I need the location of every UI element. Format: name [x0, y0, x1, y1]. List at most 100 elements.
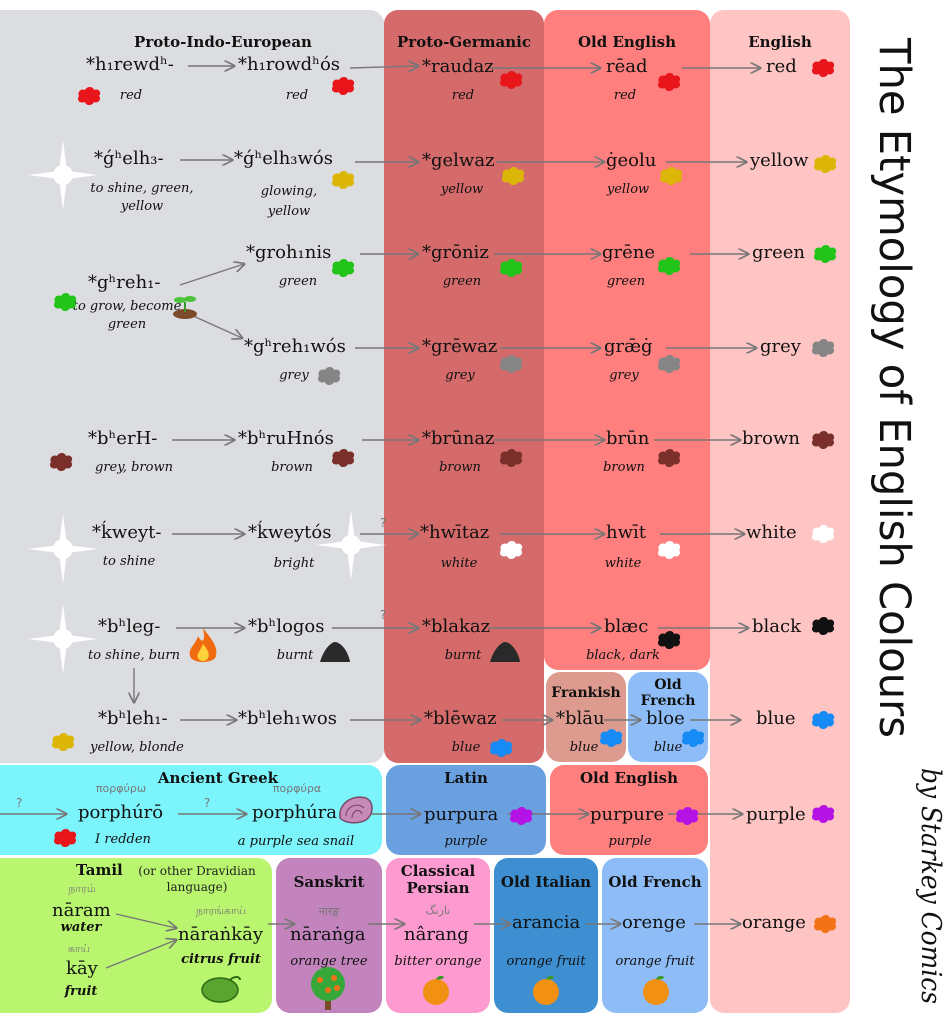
purple-latin-meaning: purple — [444, 834, 488, 849]
orange-tamil-script-1: நாரம் — [68, 882, 96, 895]
yellow-oe-meaning: yellow — [606, 182, 650, 197]
orange-italian-word: arancia — [512, 912, 581, 933]
grey-en-word: grey — [760, 336, 801, 357]
header-italian: Old Italian — [500, 873, 592, 891]
brown-oe-meaning: brown — [603, 460, 645, 475]
red-pg-word: *raudaz — [422, 56, 494, 77]
red-pie-root-meaning: red — [119, 88, 143, 103]
blue-splat-icon — [681, 729, 705, 747]
green-splat-icon — [499, 259, 523, 277]
orange-tamil-script-3: நாரங்காய் — [195, 904, 247, 917]
orange-persian-script: نارنگ — [425, 904, 451, 917]
grey-pg-meaning: grey — [445, 368, 475, 383]
grey-oe-meaning: grey — [609, 368, 639, 383]
blue-splat-icon — [811, 711, 835, 729]
header-tamil-note: (or other Dravidian language) — [138, 864, 256, 894]
white-splat-icon — [499, 541, 523, 559]
white-oe-word: hwīt — [606, 522, 646, 543]
yellow-splat-icon — [813, 155, 837, 173]
brown-splat-icon — [657, 449, 681, 467]
green-pie-word-meaning: green — [278, 274, 318, 289]
grey-oe-word: grǣġ — [604, 336, 653, 357]
orange-tamil-word-2: kāy — [66, 958, 98, 979]
blue-pg-meaning: blue — [451, 740, 481, 755]
white-oe-meaning: white — [604, 556, 642, 571]
red-pg-meaning: red — [451, 88, 475, 103]
green-pg-word: *grōniz — [422, 242, 489, 263]
black-pie-root: *bʰleg- — [98, 616, 161, 637]
purple-greek-word-1: porphúrō — [78, 802, 164, 823]
grey-splat-icon — [657, 355, 681, 373]
yellow-splat-icon — [501, 167, 525, 185]
grey-pie-word: *gʰreh₁wós — [244, 336, 346, 357]
white-splat-icon — [811, 525, 835, 543]
purple-splat-icon — [675, 807, 699, 825]
header-old-french: Old French — [608, 873, 702, 891]
orange-oldfr-word: orenge — [622, 912, 686, 933]
black-splat-icon — [657, 631, 681, 649]
yellow-oe-word: ġeolu — [606, 150, 657, 171]
red-pie-word-meaning: red — [285, 88, 309, 103]
orange-persian-word: nârang — [404, 924, 469, 945]
purple-greek-word-2-meaning: a purple sea snail — [237, 834, 355, 849]
brown-pie-root-meaning: grey, brown — [95, 460, 173, 475]
black-oe-word: blæc — [604, 616, 649, 637]
yellow-pg-meaning: yellow — [440, 182, 484, 197]
header-latin: Latin — [444, 769, 488, 787]
blue-pie-root: *bʰleh₁- — [98, 708, 168, 729]
brown-pie-word-meaning: brown — [271, 460, 313, 475]
green-oe-meaning: green — [606, 274, 646, 289]
green-splat-icon — [331, 259, 355, 277]
orange-en-word: orange — [742, 912, 806, 933]
header-old-french-blue: Old French — [640, 677, 696, 709]
blue-en-word: blue — [756, 708, 796, 729]
header-oe-purple: Old English — [579, 769, 679, 787]
red-splat-icon — [331, 77, 355, 95]
fire-icon — [189, 628, 217, 662]
black-oe-meaning: black, dark — [586, 648, 660, 663]
page-title: The Etymology of English Colours — [869, 37, 919, 738]
sparkle-icon — [28, 140, 98, 210]
black-splat-icon — [811, 617, 835, 635]
orange-tamil-word-3: nāraṅkāy — [178, 924, 264, 945]
header-en: English — [748, 33, 812, 51]
brown-splat-icon — [331, 449, 355, 467]
uncertain-mark-purple-2: ? — [204, 796, 211, 810]
yellow-en-word: yellow — [750, 150, 809, 171]
blue-oldfr-meaning: blue — [653, 740, 683, 755]
orange-tamil-word-3-meaning: citrus fruit — [181, 952, 261, 967]
white-pie-word: *ḱweytós — [248, 522, 332, 543]
red-splat-icon — [77, 87, 101, 105]
grey-pie-word-meaning: grey — [279, 368, 309, 383]
blue-pg-word: *blēwaz — [424, 708, 497, 729]
blue-splat-icon — [489, 739, 513, 757]
uncertain-mark-white: ? — [380, 516, 387, 530]
black-pg-meaning: burnt — [444, 648, 482, 663]
white-splat-icon — [657, 541, 681, 559]
yellow-pie-root: *ǵʰelh₃- — [94, 148, 164, 169]
uncertain-mark-black: ? — [380, 608, 387, 622]
purple-splat-icon — [509, 807, 533, 825]
yellow-splat-icon — [331, 171, 355, 189]
green-en-word: green — [752, 242, 806, 263]
yellow-splat-icon — [659, 167, 683, 185]
header-pg: Proto-Germanic — [397, 33, 531, 51]
brown-pie-root: *bʰerH- — [88, 428, 158, 449]
green-splat-icon — [813, 245, 837, 263]
header-sanskrit: Sanskrit — [293, 873, 365, 891]
header-greek: Ancient Greek — [157, 769, 279, 787]
sparkle-icon — [316, 510, 386, 580]
orange-sanskrit-script: नारङ्ग — [318, 905, 340, 918]
orange-italian-meaning: orange fruit — [506, 954, 586, 969]
orange-tamil-word-1-meaning: water — [60, 920, 102, 935]
yellow-pie-word-meaning: glowing, yellow — [260, 184, 318, 219]
orange-sanskrit-meaning: orange tree — [290, 954, 368, 969]
sea-snail-shell-icon — [339, 796, 373, 824]
oe-panel — [544, 10, 710, 670]
blue-oldfr-word: bloe — [646, 708, 685, 729]
grey-splat-icon — [499, 355, 523, 373]
blue-frankish-word: *blāu — [556, 708, 605, 729]
orange-fruit-icon — [643, 975, 669, 1005]
frankish-panel — [546, 672, 626, 762]
brown-pg-word: *brūnaz — [422, 428, 495, 449]
